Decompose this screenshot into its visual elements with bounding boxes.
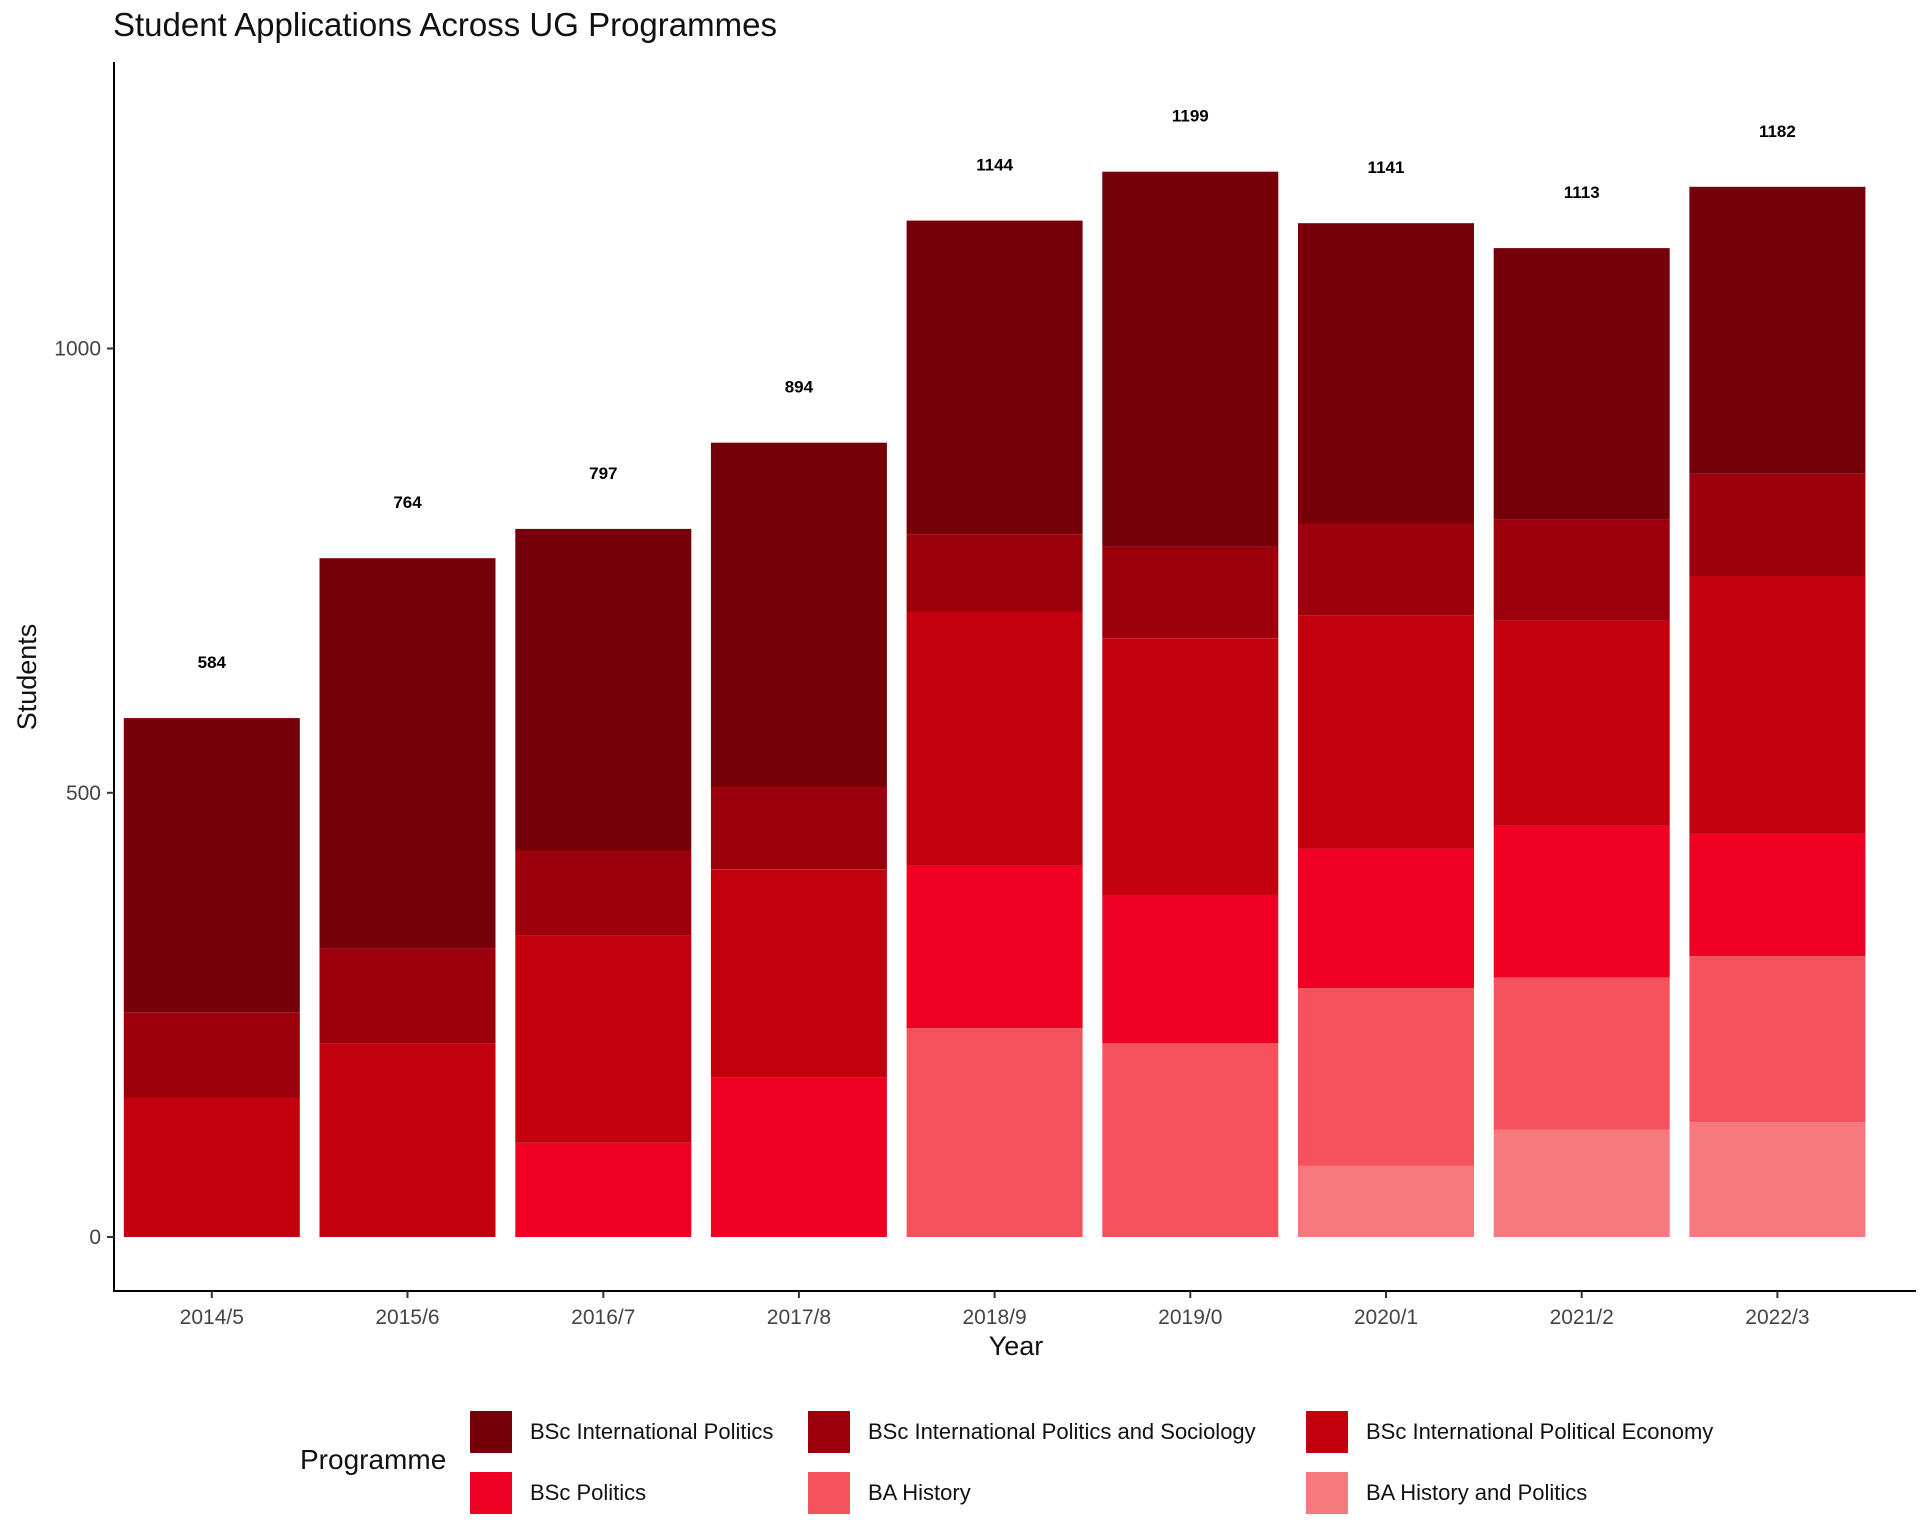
total-label: 1199 — [1172, 107, 1209, 126]
bar-segment — [1493, 248, 1670, 520]
bar-segment — [1689, 576, 1866, 834]
legend-label: BA History and Politics — [1366, 1480, 1588, 1505]
bar-segment — [1298, 988, 1474, 1166]
bar-segment — [1493, 1129, 1670, 1237]
bar-segment — [515, 528, 692, 851]
legend-item: BA History and Politics — [1306, 1470, 1587, 1516]
bar-segment — [123, 718, 300, 1013]
x-tick-label: 2022/3 — [1745, 1306, 1809, 1329]
x-tick-label: 2019/0 — [1158, 1306, 1222, 1329]
legend-title: Programme — [300, 1444, 447, 1475]
bar-segment — [906, 220, 1083, 535]
bar-segment — [1298, 523, 1474, 615]
bar-segment — [123, 1012, 300, 1098]
legend-swatch — [470, 1411, 512, 1453]
bar-segment — [319, 558, 496, 949]
bar-segment — [515, 935, 692, 1143]
total-label: 1144 — [976, 156, 1013, 175]
x-ticks-layer: 2014/5 2015/6 2016/7 2017/8 2018/9 2019/0 2020… — [180, 1291, 1810, 1329]
bar-segment — [1493, 620, 1670, 826]
bar-segment — [906, 1028, 1083, 1237]
bar-segment — [710, 869, 887, 1078]
bar-segment — [515, 850, 692, 936]
bar-segment — [1298, 848, 1474, 989]
y-ticks-layer: 0 500 1000 — [54, 338, 114, 1249]
bar-segment — [1493, 825, 1670, 978]
legend-label: BSc International Politics and Sociology — [868, 1419, 1256, 1444]
bar-segment — [710, 442, 887, 787]
bar-segment — [123, 1097, 300, 1237]
x-tick-label: 2020/1 — [1354, 1306, 1418, 1329]
bar-segment — [1689, 186, 1866, 474]
total-label: 797 — [589, 464, 617, 483]
legend-label: BSc International Politics — [530, 1419, 774, 1444]
bar-segment — [1102, 546, 1279, 639]
y-tick-label: 500 — [66, 782, 101, 805]
bar-segment — [319, 1043, 496, 1237]
bar-segment — [1689, 956, 1866, 1123]
legend-item: BSc International Politics and Sociology — [808, 1409, 1256, 1455]
total-label: 584 — [198, 653, 227, 672]
x-tick-label: 2015/6 — [375, 1306, 439, 1329]
total-label: 894 — [785, 378, 814, 397]
total-label: 1113 — [1564, 183, 1600, 202]
total-labels-layer: 584 764 797 894 1144 1199 1141 1113 1182 — [198, 107, 1796, 672]
bars-layer — [123, 171, 1866, 1237]
bar-segment — [1298, 223, 1474, 524]
bar-segment — [906, 611, 1083, 866]
bar-segment — [1493, 519, 1670, 621]
total-label: 1141 — [1368, 158, 1405, 177]
legend-swatch — [808, 1472, 850, 1514]
legend-swatch — [1306, 1472, 1348, 1514]
legend: Programme BSc International Politics BSc … — [300, 1398, 1800, 1518]
legend-swatch — [808, 1411, 850, 1453]
bar-segment — [710, 1077, 887, 1237]
legend-swatch — [1306, 1411, 1348, 1453]
x-tick-label: 2018/9 — [962, 1306, 1026, 1329]
legend-item: BSc Politics — [470, 1470, 646, 1516]
bar-segment — [710, 786, 887, 870]
total-label: 764 — [393, 493, 422, 512]
bar-segment — [1102, 638, 1279, 895]
bar-segment — [1298, 615, 1474, 849]
legend-item: BSc International Political Economy — [1306, 1409, 1713, 1455]
bar-segment — [1689, 1122, 1866, 1237]
legend-label: BSc International Political Economy — [1366, 1419, 1714, 1444]
bar-segment — [1689, 473, 1866, 576]
y-axis-title: Students — [12, 624, 42, 731]
bar-segment — [906, 534, 1083, 612]
bar-segment — [1298, 1165, 1474, 1237]
legend-item: BA History — [808, 1470, 971, 1516]
total-label: 1182 — [1759, 122, 1796, 141]
x-tick-label: 2014/5 — [180, 1306, 244, 1329]
bar-segment — [319, 948, 496, 1044]
bar-segment — [1102, 894, 1279, 1044]
bar-segment — [906, 865, 1083, 1029]
chart-title: Student Applications Across UG Programme… — [113, 6, 777, 43]
x-tick-label: 2021/2 — [1550, 1306, 1614, 1329]
bar-segment — [1689, 833, 1866, 957]
bar-segment — [515, 1142, 692, 1237]
y-tick-label: 1000 — [54, 338, 101, 361]
bar-segment — [1102, 1043, 1279, 1237]
bar-segment — [1493, 977, 1670, 1130]
legend-swatch — [470, 1472, 512, 1514]
x-axis-title: Year — [989, 1331, 1044, 1361]
legend-label: BSc Politics — [530, 1480, 647, 1505]
bar-segment — [1102, 171, 1279, 547]
x-tick-label: 2017/8 — [767, 1306, 831, 1329]
y-tick-label: 0 — [89, 1226, 101, 1249]
legend-label: BA History — [868, 1480, 971, 1505]
legend-item: BSc International Politics — [470, 1409, 773, 1455]
x-tick-label: 2016/7 — [571, 1306, 635, 1329]
